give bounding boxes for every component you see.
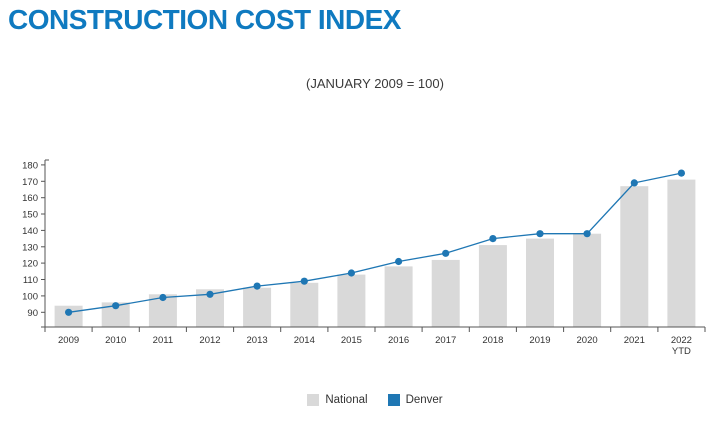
denver-point-2019[interactable] [536, 230, 544, 238]
denver-point-2012[interactable] [206, 290, 214, 298]
y-axis-label-110: 110 [23, 275, 38, 286]
denver-point-2021[interactable] [630, 179, 638, 187]
y-axis-label-100: 100 [22, 291, 38, 302]
chart-subtitle: (JANUARY 2009 = 100) [306, 76, 444, 91]
denver-point-2022[interactable] [677, 169, 686, 177]
denver-point-2017[interactable] [442, 249, 450, 257]
x-axis-label-2021: 2021 [624, 335, 645, 346]
national-bar-2014[interactable] [290, 282, 319, 327]
legend-item-national[interactable]: National [307, 394, 368, 406]
legend-item-denver[interactable]: Denver [387, 394, 443, 406]
x-axis-label-2011: 2011 [153, 335, 173, 346]
x-axis-label-2009: 2009 [58, 335, 79, 346]
national-bar-2022[interactable] [667, 179, 696, 327]
denver-point-2020[interactable] [583, 230, 591, 238]
denver-line [68, 172, 682, 313]
y-axis-label-150: 150 [22, 210, 38, 221]
y-axis-label-180: 180 [22, 160, 38, 171]
x-axis-label-2018: 2018 [482, 335, 503, 346]
y-axis-label-90: 90 [27, 308, 38, 319]
national-swatch-icon [307, 394, 320, 406]
x-axis-label-2022: 2022 YTD [671, 335, 692, 357]
denver-swatch-icon [387, 394, 400, 406]
x-axis-label-2010: 2010 [105, 335, 126, 346]
denver-point-2014[interactable] [300, 277, 308, 285]
x-axis-label-2019: 2019 [529, 335, 550, 346]
national-bar-2018[interactable] [478, 245, 507, 327]
denver-point-2016[interactable] [395, 257, 403, 266]
legend-label-national: National [325, 394, 368, 406]
x-axis-label-2014: 2014 [294, 335, 315, 346]
x-axis-label-2012: 2012 [199, 335, 220, 346]
y-axis-label-170: 170 [22, 177, 38, 188]
denver-point-2010[interactable] [112, 302, 120, 310]
y-axis-label-130: 130 [22, 242, 38, 253]
chart-legend: National Denver [45, 394, 705, 406]
denver-point-2013[interactable] [253, 282, 261, 290]
national-bar-2013[interactable] [243, 287, 272, 327]
national-bar-2019[interactable] [526, 238, 554, 327]
x-axis-label-2017: 2017 [435, 335, 456, 346]
y-axis-label-160: 160 [22, 193, 38, 204]
y-axis-label-120: 120 [22, 259, 38, 270]
page-title: CONSTRUCTION COST INDEX [8, 4, 401, 35]
x-axis-label-2016: 2016 [388, 335, 409, 346]
national-bar-2020[interactable] [573, 233, 602, 327]
denver-point-2011[interactable] [159, 293, 167, 302]
national-bar-2017[interactable] [431, 259, 460, 327]
legend-label-denver: Denver [405, 394, 443, 406]
y-axis-label-140: 140 [22, 226, 38, 237]
national-bar-2016[interactable] [384, 266, 413, 327]
national-bar-2015[interactable] [337, 274, 366, 327]
x-axis-label-2015: 2015 [341, 335, 362, 346]
x-axis-label-2013: 2013 [247, 335, 268, 346]
x-axis-label-2020: 2020 [577, 335, 598, 346]
denver-point-2018[interactable] [489, 235, 497, 243]
denver-point-2009[interactable] [65, 308, 73, 316]
denver-point-2015[interactable] [347, 269, 355, 277]
national-bar-2021[interactable] [620, 186, 649, 327]
